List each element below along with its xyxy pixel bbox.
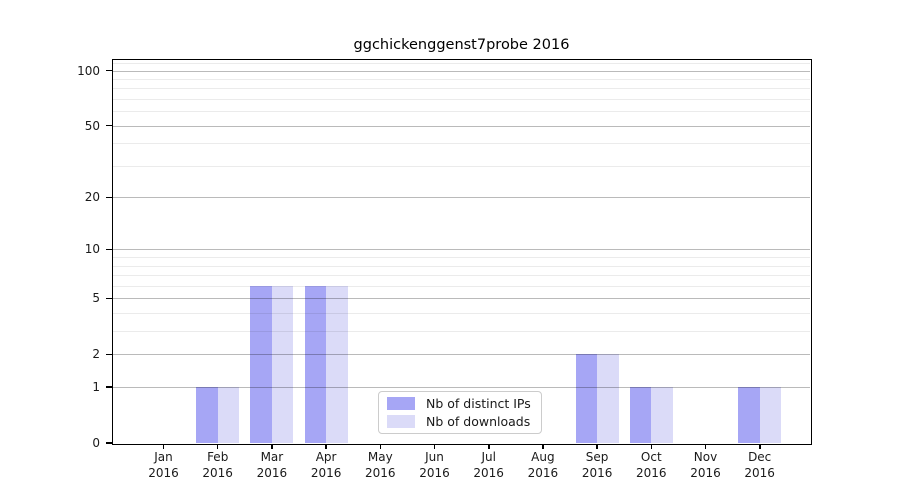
gridline-minor <box>113 313 810 315</box>
gridline-minor <box>113 98 810 100</box>
y-tick-mark <box>106 353 113 356</box>
x-tick-mark <box>379 444 382 449</box>
y-tick-label: 20 <box>84 190 100 205</box>
gridline-minor <box>113 257 810 259</box>
y-tick-mark <box>106 442 113 444</box>
y-tick-mark <box>106 124 113 127</box>
bar-distinct-ips <box>304 285 327 443</box>
grid-layer <box>113 60 810 443</box>
x-tick-mark <box>596 444 598 449</box>
x-tick-label: Jan 2016 <box>148 450 179 480</box>
plot-area <box>111 58 812 445</box>
y-tick-label: 50 <box>84 118 100 133</box>
legend-label-downloads: Nb of downloads <box>426 413 531 429</box>
gridline-major <box>113 197 810 199</box>
x-tick-mark <box>216 444 219 449</box>
x-tick-label: Oct 2016 <box>636 450 667 480</box>
gridline-minor <box>113 331 810 333</box>
y-tick-mark <box>106 248 113 251</box>
gridline-minor <box>113 165 810 167</box>
bar-downloads <box>271 285 294 443</box>
bars-layer <box>113 60 810 443</box>
bar-distinct-ips <box>738 387 760 443</box>
x-tick-label: Aug 2016 <box>527 450 559 480</box>
gridline-major <box>113 387 810 389</box>
gridline-minor <box>113 275 810 277</box>
gridline-minor <box>113 111 810 113</box>
x-tick-label: Jul 2016 <box>473 450 504 480</box>
legend-label-distinct-ips: Nb of distinct IPs <box>426 396 531 412</box>
x-tick-label: Nov 2016 <box>690 450 721 480</box>
legend-item-downloads: Nb of downloads <box>387 414 533 429</box>
y-tick-label: 0 <box>92 436 100 450</box>
x-tick-mark <box>650 444 652 449</box>
x-tick-mark <box>162 444 165 449</box>
gridline-major <box>113 249 810 251</box>
x-tick-label: Feb 2016 <box>202 450 233 480</box>
x-tick-mark <box>433 444 436 449</box>
x-tick-mark <box>488 444 490 449</box>
x-tick-label: Jun 2016 <box>419 450 450 480</box>
x-tick-mark <box>542 444 544 449</box>
y-tick-label: 100 <box>77 63 100 78</box>
legend-swatch-distinct-ips-icon <box>387 397 415 411</box>
gridline-major <box>113 70 810 72</box>
bar-downloads <box>597 354 619 443</box>
y-tick-label: 1 <box>92 380 100 395</box>
gridline-minor <box>113 88 810 90</box>
legend: Nb of distinct IPs Nb of downloads <box>378 391 542 434</box>
y-tick-label: 10 <box>84 242 100 257</box>
x-tick-label: Apr 2016 <box>310 450 342 480</box>
chart-title: ggchickenggenst7probe 2016 <box>353 37 570 53</box>
gridline-major <box>113 354 810 356</box>
x-tick-mark <box>704 444 707 449</box>
bar-downloads <box>651 387 673 443</box>
gridline-minor <box>113 143 810 145</box>
y-tick-mark <box>106 297 113 300</box>
gridline-minor <box>113 265 810 267</box>
bar-distinct-ips <box>629 387 652 443</box>
y-tick-mark <box>106 196 113 198</box>
gridline-major <box>113 125 810 127</box>
x-tick-mark <box>271 444 273 449</box>
x-tick-label: Dec 2016 <box>744 450 775 480</box>
x-tick-label: Sep 2016 <box>581 450 613 480</box>
gridline-minor <box>113 62 810 64</box>
bar-downloads <box>326 285 348 443</box>
legend-swatch-downloads-icon <box>387 414 415 428</box>
legend-item-distinct-ips: Nb of distinct IPs <box>387 396 533 411</box>
x-tick-label: Mar 2016 <box>256 450 288 480</box>
bar-downloads <box>217 387 240 443</box>
bar-distinct-ips <box>250 285 272 443</box>
gridline-minor <box>113 78 810 80</box>
bar-downloads <box>759 387 782 443</box>
x-tick-mark <box>325 444 327 449</box>
y-tick-label: 2 <box>92 347 100 362</box>
y-tick-mark <box>106 386 113 388</box>
y-tick-mark <box>106 69 113 72</box>
gridline-minor <box>113 285 810 287</box>
x-tick-label: May 2016 <box>365 450 396 480</box>
x-tick-mark <box>759 444 761 449</box>
bar-distinct-ips <box>575 354 598 443</box>
bar-distinct-ips <box>196 387 218 443</box>
y-tick-label: 5 <box>92 291 100 306</box>
gridline-major <box>113 298 810 300</box>
